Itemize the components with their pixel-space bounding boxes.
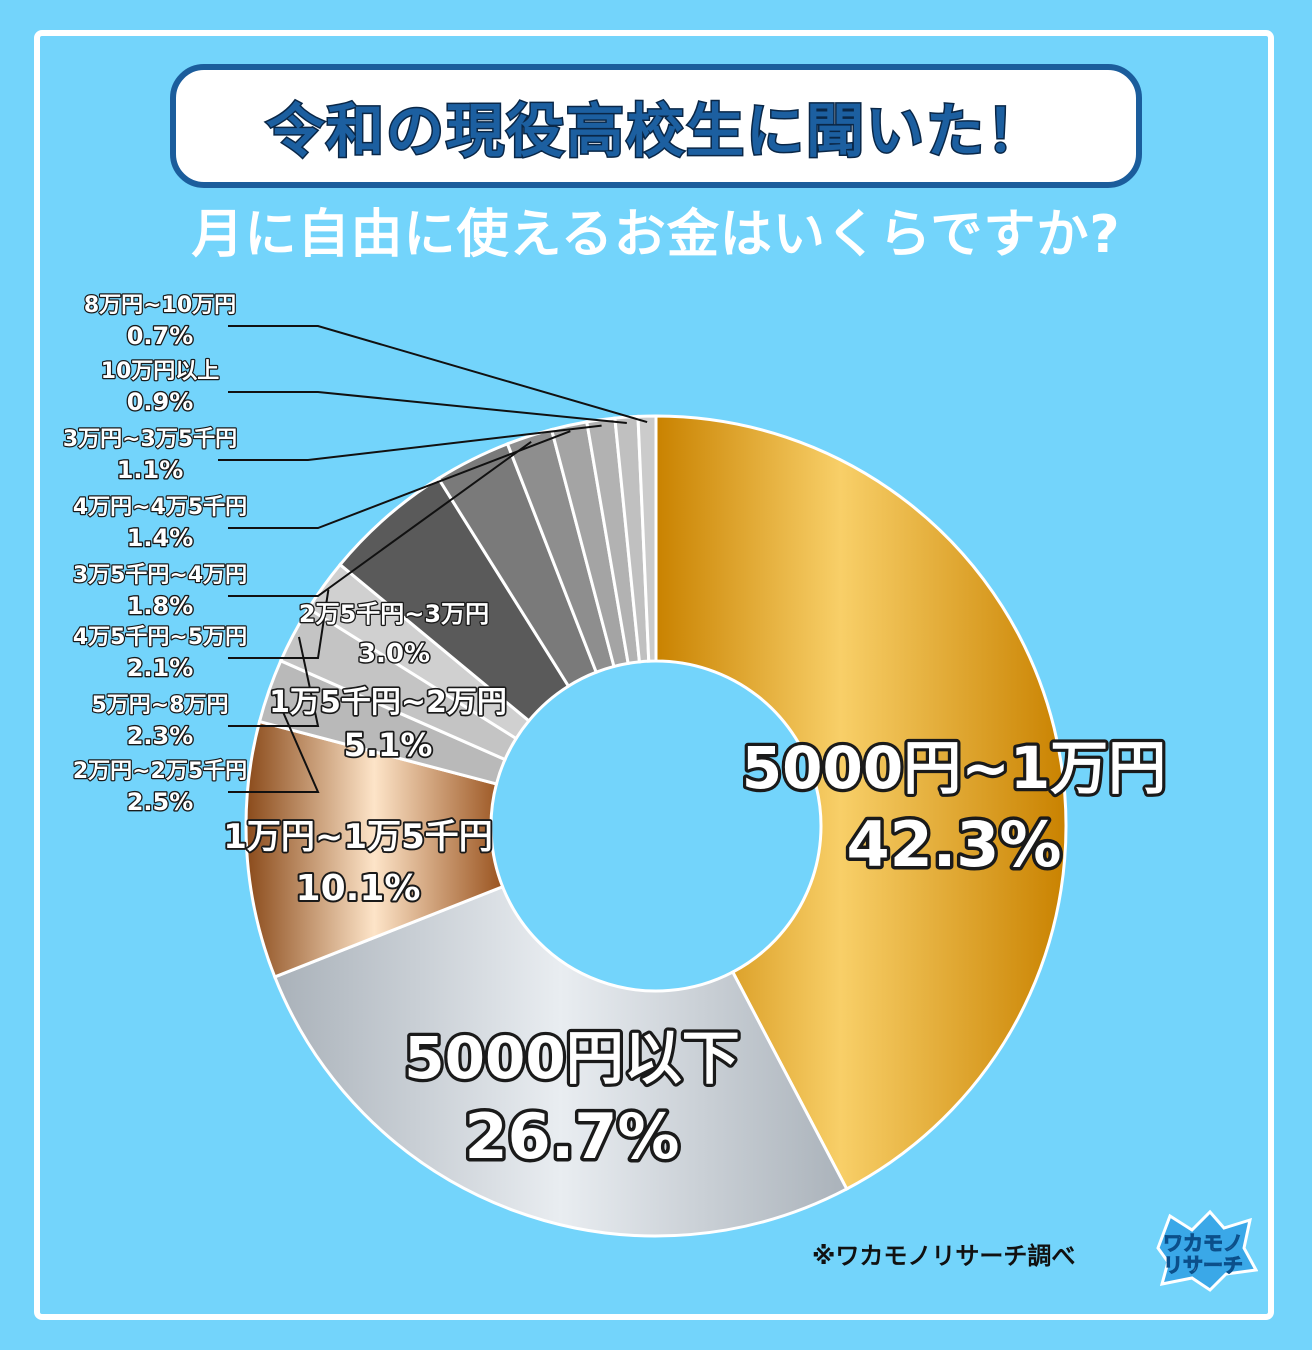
callout-value-4: 2.3% (127, 722, 194, 750)
callout-label-10: 3万円~3万5千円 (63, 427, 237, 452)
content-frame (34, 30, 1274, 1320)
leader-line-12 (228, 325, 648, 424)
slice-1 (272, 884, 849, 1238)
slice-value-6: 5.1% (344, 726, 433, 764)
callout-value-12: 0.7% (127, 322, 194, 350)
slice-2 (244, 719, 505, 979)
slice-label-1: 5000円以下 (404, 1024, 739, 1092)
callout-value-9: 1.4% (127, 524, 194, 552)
callout-value-3: 2.5% (127, 788, 194, 816)
leader-line-9 (228, 430, 571, 529)
logo-text-bottom: リサーチ (1163, 1253, 1243, 1277)
callout-value-11: 0.9% (127, 388, 194, 416)
slice-value-0: 42.3% (846, 808, 1061, 881)
callout-label-4: 5万円~8万円 (91, 693, 228, 718)
logo-text-top: ワカモノ (1163, 1231, 1243, 1255)
callout-label-11: 10万円以上 (101, 359, 220, 384)
callout-label-9: 4万円~4万5千円 (73, 495, 247, 520)
slice-value-7: 3.0% (358, 639, 430, 669)
leader-line-4 (228, 636, 320, 727)
slice-value-1: 26.7% (464, 1100, 679, 1173)
leader-line-11 (228, 391, 627, 425)
leader-line-10 (218, 424, 602, 461)
callout-label-5: 4万5千円~5万円 (73, 625, 247, 650)
slice-12 (636, 414, 658, 663)
slice-value-2: 10.1% (296, 868, 421, 909)
callout-label-8: 3万5千円~4万円 (73, 563, 247, 588)
callout-label-12: 8万円~10万円 (84, 293, 236, 318)
chart-question: 月に自由に使えるお金はいくらですか? (191, 205, 1121, 265)
callout-value-10: 1.1% (117, 456, 184, 484)
leader-line-3 (228, 692, 320, 793)
leader-line-5 (228, 589, 330, 659)
callout-value-8: 1.8% (127, 592, 194, 620)
slice-0 (654, 414, 1068, 1191)
wakamono-research-logo: ワカモノ リサーチ (1156, 1209, 1258, 1292)
callout-value-5: 2.1% (127, 654, 194, 682)
slice-label-2: 1万円~1万5千円 (223, 817, 492, 857)
title-banner: 令和の現役高校生に聞いた！ (170, 64, 1142, 188)
source-credit: ※ワカモノリサーチ調べ (812, 1242, 1076, 1270)
callout-label-3: 2万円~2万5千円 (73, 759, 247, 784)
page-title: 令和の現役高校生に聞いた！ (264, 96, 1046, 167)
slice-label-0: 5000円~1万円 (742, 734, 1166, 802)
slice-label-7: 2万5千円~3万円 (299, 600, 489, 628)
slice-label-6: 1万5千円~2万円 (269, 685, 507, 720)
leader-line-8 (228, 440, 532, 597)
